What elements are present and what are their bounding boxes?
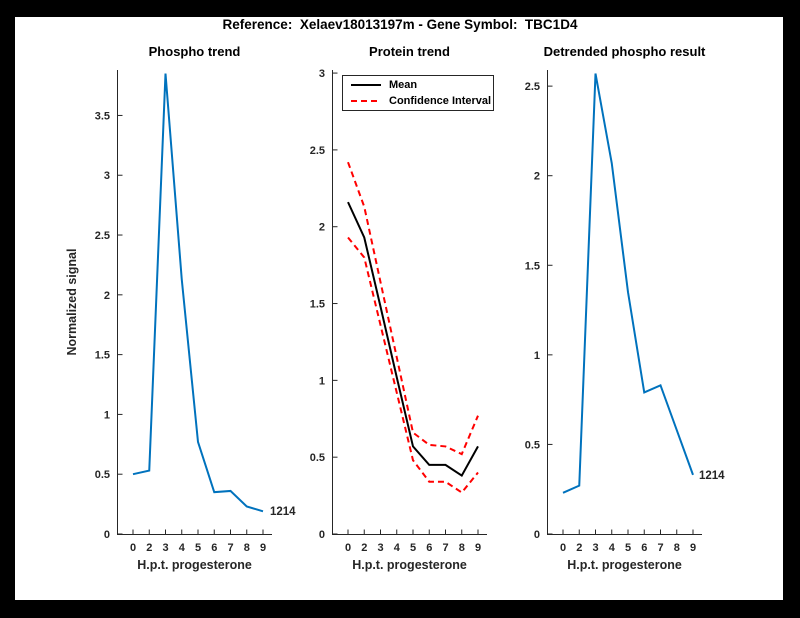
x-tick-label: 8 xyxy=(674,542,680,554)
x-tick-label: 7 xyxy=(657,542,663,554)
x-tick-label: 6 xyxy=(211,542,217,554)
y-tick-label: 0.5 xyxy=(525,439,540,451)
x-tick-label: 4 xyxy=(394,542,401,554)
y-tick-label: 0.5 xyxy=(310,452,325,464)
plot1-xlabel: H.p.t. progesterone xyxy=(137,558,252,572)
y-tick-label: 2 xyxy=(319,222,325,234)
x-tick-label: 3 xyxy=(592,542,598,554)
plot1-title: Phospho trend xyxy=(148,44,241,59)
mean-line-sample-icon xyxy=(351,83,381,86)
x-tick-label: 9 xyxy=(260,542,266,554)
figure-background xyxy=(15,17,783,600)
series-line-mean xyxy=(347,201,479,478)
y-tick-label: 1.5 xyxy=(95,350,110,362)
x-tick-label: 2 xyxy=(361,542,367,554)
y-tick-label: 0.5 xyxy=(95,469,110,481)
y-tick-label: 0 xyxy=(534,529,540,541)
x-tick-label: 6 xyxy=(426,542,432,554)
y-tick-label: 0 xyxy=(319,529,325,541)
plot2-xlabel: H.p.t. progesterone xyxy=(352,558,467,572)
x-tick-label: 0 xyxy=(345,542,351,554)
annotation-1214-plot1: 1214 xyxy=(270,506,296,518)
x-tick-label: 2 xyxy=(146,542,152,554)
x-tick-label: 5 xyxy=(625,542,631,554)
x-tick-label: 4 xyxy=(609,542,616,554)
y-tick-label: 3.5 xyxy=(95,110,110,122)
x-tick-label: 7 xyxy=(227,542,233,554)
y-tick-label: 2.5 xyxy=(95,230,110,242)
x-tick-label: 8 xyxy=(459,542,465,554)
x-tick-label: 5 xyxy=(410,542,416,554)
x-tick-label: 5 xyxy=(195,542,201,554)
x-tick-label: 0 xyxy=(130,542,136,554)
plot1-ylabel: Normalized signal xyxy=(65,248,79,356)
y-tick-label: 1 xyxy=(104,409,110,421)
x-tick-label: 6 xyxy=(641,542,647,554)
y-tick-label: 1.5 xyxy=(525,260,540,272)
plot-1: 00.511.522.533.50 2 3 4 5 6 7 8 9 xyxy=(95,70,272,554)
plot3-title: Detrended phospho result xyxy=(543,44,706,59)
series-line-confidence-interval-lower xyxy=(347,236,479,494)
y-tick-label: 2.5 xyxy=(525,81,540,93)
x-tick-label: 9 xyxy=(475,542,481,554)
legend-label-mean: Mean xyxy=(389,78,418,91)
y-tick-label: 2.5 xyxy=(310,145,325,157)
annotation-1214-plot3: 1214 xyxy=(699,470,725,482)
series-line-phospho-signal xyxy=(132,73,264,513)
series-line-confidence-interval-upper xyxy=(347,161,479,456)
x-tick-label: 0 xyxy=(560,542,566,554)
x-tick-label: 8 xyxy=(244,542,250,554)
x-tick-label: 3 xyxy=(377,542,383,554)
x-tick-label: 9 xyxy=(690,542,696,554)
y-tick-label: 1 xyxy=(534,350,540,362)
x-tick-label: 2 xyxy=(576,542,582,554)
plot-3: 00.511.522.50 2 3 4 5 6 7 8 9 xyxy=(525,70,702,554)
y-tick-label: 3 xyxy=(319,68,325,80)
y-tick-label: 2 xyxy=(104,290,110,302)
x-tick-label: 7 xyxy=(442,542,448,554)
x-tick-label: 3 xyxy=(162,542,168,554)
plot3-xlabel: H.p.t. progesterone xyxy=(567,558,682,572)
legend-box: Mean Confidence Interval xyxy=(342,75,494,111)
confidence-interval-line-sample-icon xyxy=(351,100,381,103)
y-tick-label: 0 xyxy=(104,529,110,541)
y-tick-label: 3 xyxy=(104,170,110,182)
y-tick-label: 1 xyxy=(319,375,325,387)
plot2-title: Protein trend xyxy=(369,44,450,59)
legend-item-confidence-interval: Confidence Interval xyxy=(343,93,493,109)
series-line-detrended-phospho xyxy=(562,73,694,494)
y-tick-label: 2 xyxy=(534,171,540,183)
legend-item-mean: Mean xyxy=(343,77,493,93)
x-tick-label: 4 xyxy=(179,542,186,554)
figure-title: Reference: Xelaev18013197m - Gene Symbol… xyxy=(222,17,578,32)
legend-label-confidence-interval: Confidence Interval xyxy=(389,95,492,108)
y-tick-label: 1.5 xyxy=(310,299,325,311)
plot-2: 00.511.522.530 2 3 4 5 6 7 8 9 xyxy=(310,68,487,554)
